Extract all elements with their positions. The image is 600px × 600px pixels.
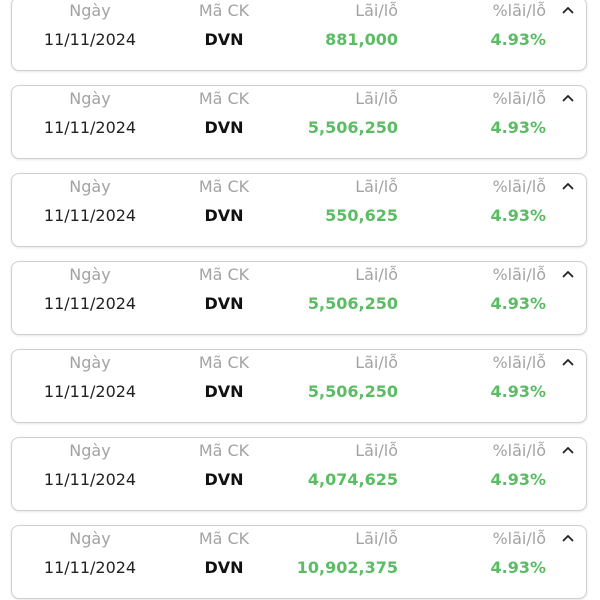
date-label: Ngày <box>69 265 111 284</box>
stock-code-label: Mã CK <box>198 177 250 196</box>
chevron-up-icon[interactable] <box>560 266 576 282</box>
profit-loss-percent-label: %lãi/lỗ <box>492 177 546 196</box>
stock-code-value: DVN <box>204 30 244 49</box>
date-label: Ngày <box>69 177 111 196</box>
profit-loss-value: 550,625 <box>325 206 398 225</box>
stock-code-value: DVN <box>204 118 244 137</box>
stock-code-label: Mã CK <box>198 353 250 372</box>
stock-code-value: DVN <box>204 206 244 225</box>
date-label: Ngày <box>69 529 111 548</box>
profit-loss-label: Lãi/lỗ <box>355 89 398 108</box>
profit-loss-value: 5,506,250 <box>307 382 398 401</box>
profit-loss-percent-label: %lãi/lỗ <box>492 441 546 460</box>
date-label: Ngày <box>69 1 111 20</box>
date-value: 11/11/2024 <box>43 206 137 225</box>
chevron-up-icon[interactable] <box>560 2 576 18</box>
date-value: 11/11/2024 <box>43 118 137 137</box>
chevron-up-icon[interactable] <box>560 354 576 370</box>
profit-loss-value: 10,902,375 <box>296 558 398 577</box>
stock-code-value: DVN <box>204 470 244 489</box>
profit-loss-percent-value: 4.93% <box>490 206 546 225</box>
profit-loss-percent-label: %lãi/lỗ <box>492 89 546 108</box>
profit-loss-label: Lãi/lỗ <box>355 529 398 548</box>
date-value: 11/11/2024 <box>43 558 137 577</box>
list-item[interactable]: Ngày Mã CK Lãi/lỗ %lãi/lỗ 11/11/2024 DVN… <box>11 85 587 159</box>
profit-loss-value: 5,506,250 <box>307 294 398 313</box>
profit-loss-percent-value: 4.93% <box>490 118 546 137</box>
profit-loss-value: 5,506,250 <box>307 118 398 137</box>
chevron-up-icon[interactable] <box>560 178 576 194</box>
stock-code-value: DVN <box>204 558 244 577</box>
profit-loss-percent-value: 4.93% <box>490 470 546 489</box>
chevron-up-icon[interactable] <box>560 442 576 458</box>
profit-loss-value: 881,000 <box>325 30 398 49</box>
stock-code-label: Mã CK <box>198 529 250 548</box>
date-value: 11/11/2024 <box>43 294 137 313</box>
list-item[interactable]: Ngày Mã CK Lãi/lỗ %lãi/lỗ 11/11/2024 DVN… <box>11 261 587 335</box>
date-label: Ngày <box>69 441 111 460</box>
date-value: 11/11/2024 <box>43 382 137 401</box>
profit-loss-percent-value: 4.93% <box>490 30 546 49</box>
date-label: Ngày <box>69 353 111 372</box>
profit-loss-label: Lãi/lỗ <box>355 177 398 196</box>
date-value: 11/11/2024 <box>43 30 137 49</box>
stock-code-value: DVN <box>204 382 244 401</box>
list-item[interactable]: Ngày Mã CK Lãi/lỗ %lãi/lỗ 11/11/2024 DVN… <box>11 0 587 71</box>
profit-loss-percent-value: 4.93% <box>490 382 546 401</box>
profit-loss-percent-value: 4.93% <box>490 294 546 313</box>
profit-loss-percent-label: %lãi/lỗ <box>492 265 546 284</box>
date-value: 11/11/2024 <box>43 470 137 489</box>
stock-code-label: Mã CK <box>198 89 250 108</box>
profit-loss-label: Lãi/lỗ <box>355 441 398 460</box>
list-item[interactable]: Ngày Mã CK Lãi/lỗ %lãi/lỗ 11/11/2024 DVN… <box>11 437 587 511</box>
chevron-up-icon[interactable] <box>560 530 576 546</box>
profit-loss-percent-label: %lãi/lỗ <box>492 529 546 548</box>
stock-code-label: Mã CK <box>198 265 250 284</box>
profit-loss-percent-label: %lãi/lỗ <box>492 353 546 372</box>
profit-loss-value: 4,074,625 <box>307 470 398 489</box>
stock-code-value: DVN <box>204 294 244 313</box>
stock-code-label: Mã CK <box>198 441 250 460</box>
list-item[interactable]: Ngày Mã CK Lãi/lỗ %lãi/lỗ 11/11/2024 DVN… <box>11 173 587 247</box>
chevron-up-icon[interactable] <box>560 90 576 106</box>
list-item[interactable]: Ngày Mã CK Lãi/lỗ %lãi/lỗ 11/11/2024 DVN… <box>11 525 587 599</box>
list-item[interactable]: Ngày Mã CK Lãi/lỗ %lãi/lỗ 11/11/2024 DVN… <box>11 349 587 423</box>
stock-code-label: Mã CK <box>198 1 250 20</box>
date-label: Ngày <box>69 89 111 108</box>
profit-loss-percent-value: 4.93% <box>490 558 546 577</box>
profit-loss-label: Lãi/lỗ <box>355 265 398 284</box>
profit-loss-label: Lãi/lỗ <box>355 353 398 372</box>
profit-loss-label: Lãi/lỗ <box>355 1 398 20</box>
profit-loss-percent-label: %lãi/lỗ <box>492 1 546 20</box>
